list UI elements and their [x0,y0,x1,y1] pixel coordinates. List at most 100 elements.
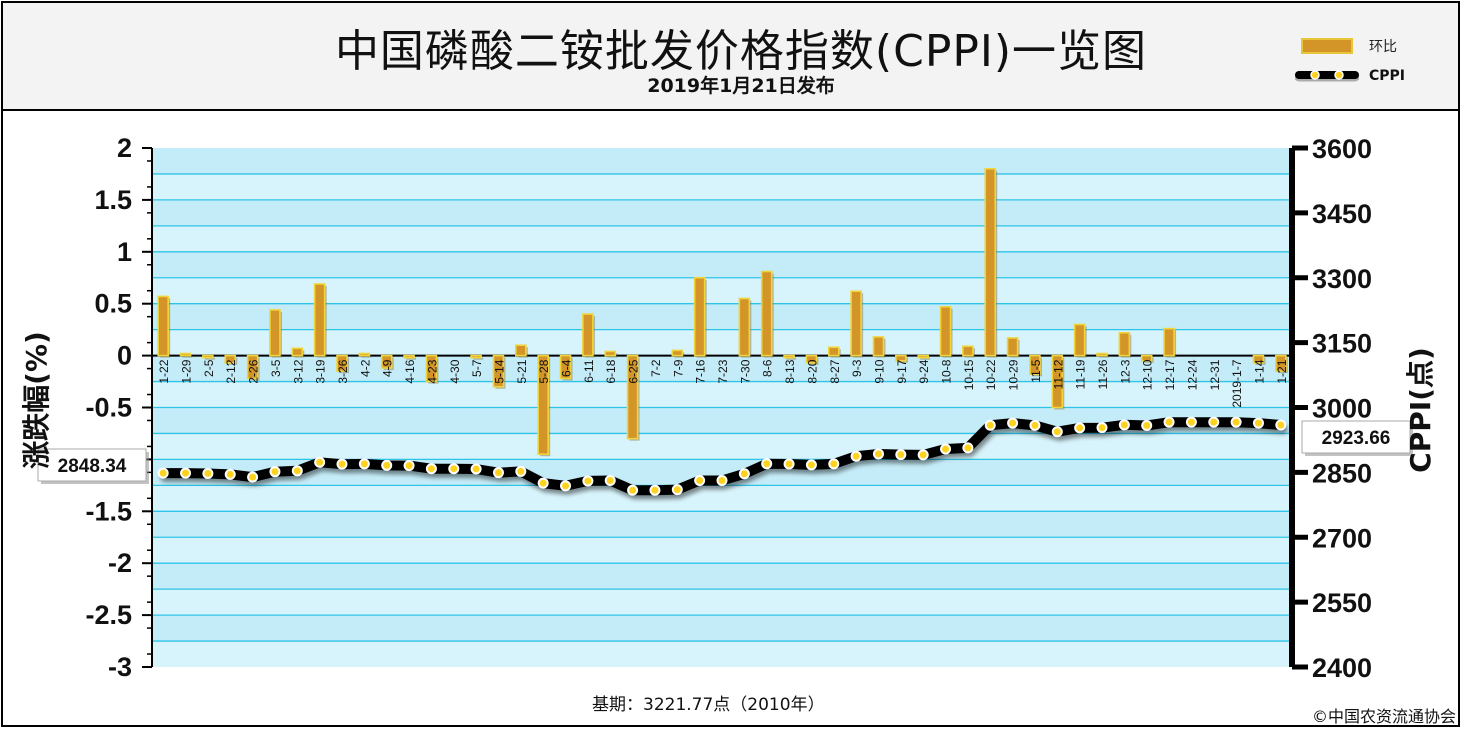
x-tick-label: 9-10 [872,359,886,383]
y-axis-title-left: 涨跌幅(%) [20,331,53,469]
bar [425,354,438,383]
bar [962,345,974,357]
cppi-marker [1051,426,1063,438]
bar-group [1006,337,1020,358]
y-tick-label-left: -2 [108,548,132,578]
x-tick-label: 7-9 [671,359,685,377]
legend-bar-label: 环比 [1369,39,1397,55]
cppi-marker [783,458,795,470]
callout-text: 2848.34 [58,456,127,477]
x-tick-label: 5-21 [515,359,529,383]
cppi-marker [1185,416,1197,428]
cppi-marker [1141,419,1153,431]
bar [604,350,617,357]
bar-group [1118,331,1132,358]
x-tick-label: 1-29 [180,359,194,383]
bar [470,354,482,359]
x-tick-label: 6-25 [627,359,641,383]
grid-band [152,511,1292,538]
bar-group [738,297,752,358]
cppi-marker [895,449,907,461]
x-tick-label: 3-19 [314,359,328,383]
cppi-marker [872,448,884,460]
bar [1252,354,1265,364]
callout-box [37,448,147,482]
bar-group [515,344,528,358]
y-axis-title-right: CPPI(点) [1404,347,1437,473]
grid-band [152,173,1292,200]
x-tick-label: 2-5 [202,359,216,377]
cppi-marker [492,467,504,479]
y-tick-label-left: 1.5 [94,185,132,215]
grid-band [152,485,1292,512]
bar-shadow [406,357,417,360]
y-tick-label-right: 2550 [1312,588,1372,618]
x-tick-label: 11-19 [1074,359,1088,389]
cppi-marker [761,458,773,470]
x-tick-label: 8-27 [828,359,842,383]
bar [582,313,594,357]
bar-group [917,354,931,360]
legend-item-line: CPPI [1295,67,1405,85]
x-tick-label: 6-4 [560,359,574,377]
cppi-marker [247,471,259,483]
bar-shadow [1099,355,1109,358]
x-tick-label: 10-8 [940,359,954,383]
x-tick-label: 1-14 [1252,359,1266,383]
grid-band [152,537,1292,564]
bar [291,347,304,357]
x-tick-label: 12-10 [1141,359,1155,390]
x-tick-label: 1-21 [1275,359,1289,383]
x-tick-label: 10-15 [962,359,976,390]
bar-group [291,347,305,358]
bar-group [872,336,886,358]
bar [626,354,639,440]
bar [537,354,549,456]
y-tick-label-left: -1.5 [85,496,132,526]
cppi-marker [694,475,706,487]
bar [1275,354,1287,372]
bar-group [604,350,618,358]
cppi-marker [850,450,862,462]
bar [1163,327,1175,357]
cppi-marker [381,459,393,471]
grid-band [152,199,1292,226]
bar [1096,352,1108,357]
bar-shadow [920,357,931,360]
bar [850,290,862,357]
x-tick-label: 11-12 [1051,359,1065,389]
cppi-marker [828,458,840,470]
callout-box [1301,420,1411,454]
x-tick-label: 11-26 [1096,359,1110,389]
legend-line-swatch [1295,70,1359,82]
x-tick-label: 3-12 [291,359,305,383]
x-tick-label: 2-12 [224,359,238,383]
bar [693,276,706,357]
cppi-marker [515,465,527,477]
x-tick-label: 8-6 [761,359,775,377]
bar [559,354,572,380]
bar-group [246,354,260,381]
bar-group [783,354,797,360]
cppi-marker [1118,419,1130,431]
cppi-marker [1275,419,1287,431]
x-tick-label: 1-22 [157,359,171,383]
bar-group [380,354,394,371]
cppi-marker [560,480,572,492]
x-tick-label: 5-14 [492,359,506,383]
bar [917,354,929,359]
x-tick-label: 5-7 [470,359,484,377]
cppi-marker [582,475,594,487]
bar-group [582,313,595,358]
bar [224,354,237,364]
bar [157,295,169,357]
bar-shadow [204,357,215,360]
grid-band [152,641,1292,667]
x-tick-label: 10-29 [1007,359,1021,390]
x-tick-label: 12-31 [1208,359,1222,390]
bar-group [984,167,998,358]
bar-group [336,354,349,374]
y-tick-label-right: 3150 [1312,329,1372,359]
x-tick-label: 4-23 [425,359,439,383]
